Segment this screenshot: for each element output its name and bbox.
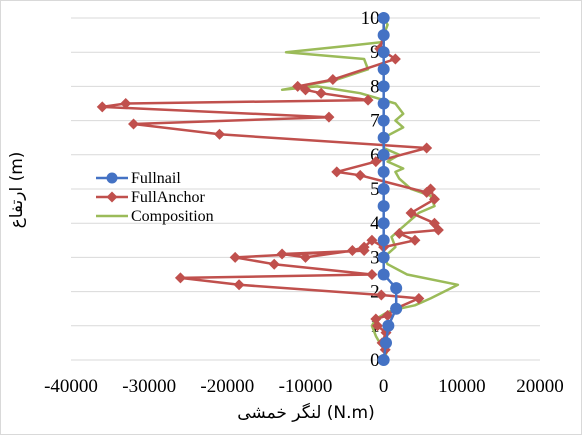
data-point-fullanchor [315,87,327,99]
data-point-fullanchor [366,234,378,246]
series-line-fullanchor [101,18,440,361]
series-layer [96,12,460,366]
data-point-fullnail [377,217,390,230]
legend-item-fullnail: Fullnail [96,170,181,187]
data-point-fullanchor [362,94,374,106]
data-point-fullnail [377,148,390,161]
data-point-fullnail [377,354,390,366]
data-point-fullanchor [358,241,370,253]
data-point-fullanchor [229,251,241,263]
x-tick-label: -30000 [122,376,176,397]
data-point-fullnail [377,114,390,127]
y-tick-label: 10 [361,8,380,29]
legend-marker-fullnail [106,172,118,184]
data-point-fullnail [382,319,395,332]
data-point-fullanchor [346,245,358,257]
data-point-fullanchor [421,186,433,198]
x-axis-title: لنگر خمشی (N.m) [237,402,375,423]
y-tick-label: 7 [370,111,380,132]
data-point-fullanchor [327,74,339,86]
legend-label-fullanchor: FullAnchor [131,189,205,206]
data-point-fullanchor [214,128,226,140]
data-point-fullanchor [375,289,387,301]
data-point-fullnail [377,165,390,178]
legend: Fullnail FullAnchor Composition [96,170,214,225]
data-point-fullanchor [174,272,186,284]
y-tick-label: 4 [370,213,380,234]
data-point-fullanchor [389,53,401,65]
data-point-fullanchor [300,251,311,263]
data-point-fullanchor [428,217,440,229]
data-point-fullnail [390,302,403,315]
data-point-fullanchor [128,118,140,130]
data-point-fullnail [390,282,403,295]
series-fullnail [377,12,403,366]
x-tick-label: -10000 [279,376,333,397]
data-point-fullnail [377,183,390,195]
data-point-fullnail [377,80,390,93]
data-point-fullanchor [366,269,378,280]
data-point-fullanchor [120,98,132,109]
data-point-fullnail [377,268,390,281]
data-point-fullanchor [300,84,311,96]
data-point-fullanchor [292,80,304,92]
x-tick-labels: -40000 -30000 -20000 -10000 0 10000 20000 [44,376,564,397]
legend-label-composition: Composition [131,208,214,225]
legend-label-fullnail: Fullnail [131,170,181,187]
data-point-fullnail [377,131,390,144]
y-axis-title: ارتفاع (m) [7,152,27,229]
y-tick-label: 0 [370,350,380,371]
data-point-fullanchor [421,142,433,154]
x-tick-label: 0 [379,376,389,397]
data-point-fullnail [377,29,390,42]
data-point-fullnail [377,63,390,76]
legend-item-composition: Composition [96,208,214,225]
data-point-fullnail [377,251,390,264]
data-point-fullnail [377,12,390,24]
data-point-fullanchor [405,207,417,219]
x-tick-label: 20000 [516,376,564,397]
data-point-fullnail [380,336,393,349]
data-point-fullnail [377,97,390,110]
data-point-fullanchor [409,234,421,246]
data-point-fullnail [377,46,390,59]
x-tick-label: -40000 [44,376,98,397]
data-point-fullanchor [323,111,335,123]
data-point-fullanchor [354,169,366,181]
y-tick-label: 2 [370,282,380,303]
y-tick-label: 9 [370,42,380,63]
y-tick-label: 6 [370,145,380,166]
x-tick-label: 10000 [438,376,486,397]
data-point-fullanchor [96,101,108,113]
data-point-fullanchor [393,227,405,239]
legend-marker-fullanchor [106,191,118,203]
data-point-fullanchor [331,166,343,178]
y-tick-label: 3 [370,247,380,268]
legend-item-fullanchor: FullAnchor [96,189,205,206]
data-point-fullanchor [233,279,245,291]
y-tick-label: 8 [370,76,380,97]
y-tick-label: 5 [370,179,380,200]
data-point-fullanchor [370,156,382,168]
data-point-fullanchor [268,258,280,270]
data-point-fullnail [377,234,390,247]
data-point-fullanchor [382,310,394,322]
data-point-fullanchor [428,193,440,205]
data-point-fullanchor [370,313,382,325]
data-point-fullnail [377,200,390,213]
x-tick-label: -20000 [200,376,254,397]
data-point-fullanchor [276,248,288,260]
data-point-fullanchor [413,292,425,304]
